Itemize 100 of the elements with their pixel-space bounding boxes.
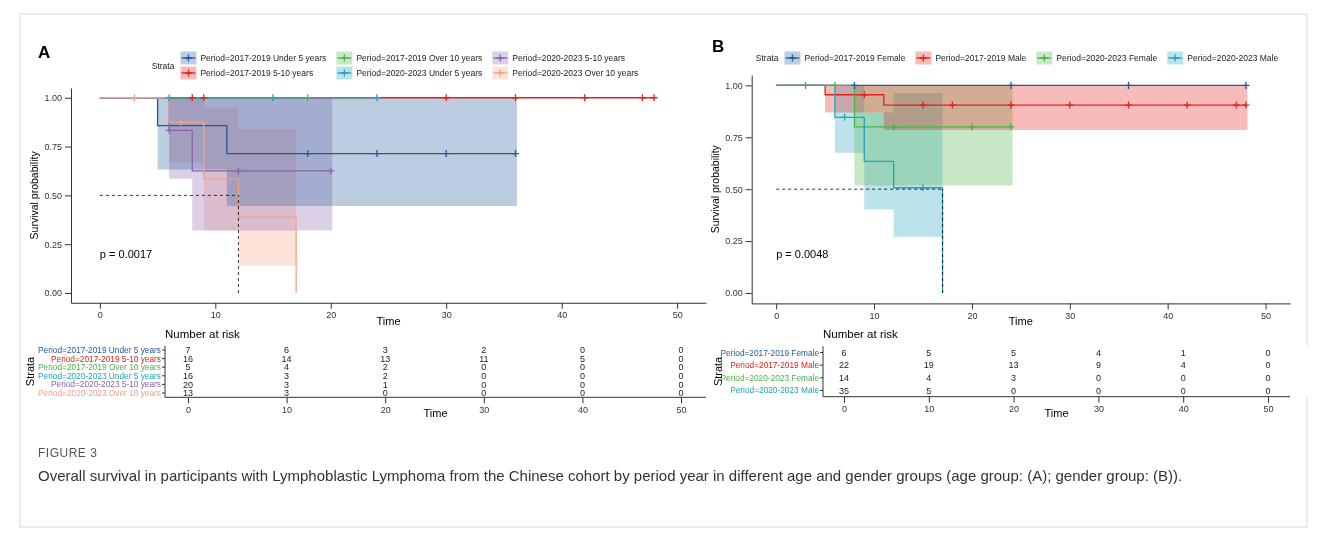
data-label: 13 bbox=[1008, 360, 1019, 371]
y-tick-label: 0.75 bbox=[725, 132, 743, 143]
legend-label: Period=2017-2019 Under 5 years bbox=[200, 53, 327, 63]
data-label: 0 bbox=[678, 371, 684, 381]
legend-label: Period=2020-2023 Under 5 years bbox=[356, 68, 483, 78]
x-tick-label: 40 bbox=[557, 310, 568, 321]
chart-title: B bbox=[712, 37, 725, 56]
x-tick-label: 30 bbox=[441, 310, 452, 321]
data-label: 4 bbox=[1180, 360, 1186, 371]
legend-label: Period=2020-2023 5-10 years bbox=[512, 53, 626, 63]
data-label: 0 bbox=[579, 362, 585, 373]
data-label: 0 bbox=[481, 362, 487, 373]
y-tick-label: Period=2017-2019 Female bbox=[720, 347, 820, 358]
x-tick-label: 40 bbox=[1163, 310, 1174, 321]
data-label: 11 bbox=[479, 353, 489, 364]
x-tick-label: 20 bbox=[967, 310, 978, 321]
data-label: 2 bbox=[382, 362, 388, 373]
x-tick-label: 10 bbox=[282, 404, 293, 415]
x-tick-label: 40 bbox=[1178, 404, 1189, 415]
y-tick-label: Period=2017-2019 Male bbox=[730, 360, 820, 371]
y-tick-label: Period=2017-2019 Under 5 years bbox=[38, 345, 161, 355]
data-label: 2 bbox=[481, 345, 487, 356]
legend-label: Period=2017-2019 Male bbox=[935, 53, 1027, 63]
legend-label: Period=2020-2023 Over 10 years bbox=[512, 68, 639, 78]
x-tick-label: 30 bbox=[479, 404, 490, 415]
x-tick-label: 40 bbox=[577, 404, 588, 415]
y-tick-label: 0.25 bbox=[44, 239, 62, 250]
data-label: 6 bbox=[841, 347, 847, 358]
y-axis-title: Survival probability bbox=[708, 144, 721, 234]
data-label: 3 bbox=[284, 388, 290, 399]
text: Overall survival in participants with Lymphoblastic Lymphoma from the Chinese cohort by period year in different age and gender groups (age group: (A); gender group: (B)). bbox=[38, 466, 1184, 486]
x-tick-label: 10 bbox=[869, 310, 880, 321]
data-label: 13 bbox=[380, 353, 391, 364]
data-label: 0 bbox=[1095, 372, 1101, 383]
data-label: 1 bbox=[1180, 347, 1186, 358]
x-tick-label: 20 bbox=[380, 404, 391, 415]
data-label: 0 bbox=[1265, 385, 1271, 396]
data-label: 14 bbox=[838, 372, 850, 383]
data-label: 20 bbox=[182, 379, 194, 390]
chart-title: Number at risk bbox=[165, 327, 241, 340]
data-label: 0 bbox=[1180, 385, 1186, 396]
x-tick-label: 50 bbox=[1263, 404, 1274, 415]
data-label: 0 bbox=[678, 345, 684, 356]
x-axis-title: Time bbox=[1044, 406, 1069, 419]
x-axis-title: Time bbox=[376, 314, 401, 327]
data-label: 22 bbox=[838, 360, 850, 371]
data-label: 5 bbox=[579, 353, 585, 364]
data-label: 0 bbox=[678, 362, 684, 373]
y-axis-title: Survival probability bbox=[28, 150, 40, 240]
data-label: 0 bbox=[1265, 360, 1271, 371]
y-tick-label: 0.75 bbox=[44, 141, 62, 152]
y-tick-label: 1.00 bbox=[725, 80, 743, 91]
data-label: 0 bbox=[481, 379, 487, 390]
x-tick-label: 10 bbox=[210, 310, 221, 321]
data-label: 0 bbox=[1011, 385, 1017, 396]
chart-title: Number at risk bbox=[823, 328, 899, 341]
data-label: 4 bbox=[926, 372, 932, 383]
data-label: 0 bbox=[678, 379, 684, 390]
y-tick-label: 0.50 bbox=[725, 184, 743, 195]
y-tick-label: 0.00 bbox=[725, 288, 743, 299]
data-label: 9 bbox=[1095, 360, 1101, 371]
legend-label: Period=2017-2019 5-10 years bbox=[200, 68, 314, 78]
legend-title: Strata bbox=[151, 60, 175, 71]
caption: FIGURE 3 bbox=[38, 446, 98, 460]
data-label: 0 bbox=[1265, 372, 1271, 383]
data-label: 0 bbox=[579, 379, 585, 390]
data-label: 35 bbox=[838, 385, 850, 396]
legend-title: Strata bbox=[755, 53, 779, 63]
data-label: 7 bbox=[185, 345, 191, 356]
data-label: 3 bbox=[284, 379, 290, 390]
data-label: 5 bbox=[926, 347, 932, 358]
x-tick-label: 30 bbox=[1093, 404, 1104, 415]
y-tick-label: 0.50 bbox=[44, 190, 62, 201]
data-label: 0 bbox=[382, 388, 388, 399]
data-label: 3 bbox=[284, 371, 290, 381]
x-tick-label: 10 bbox=[924, 404, 935, 415]
data-label: 16 bbox=[182, 371, 194, 381]
data-label: 0 bbox=[481, 388, 487, 399]
x-tick-label: 30 bbox=[1065, 310, 1076, 321]
y-axis-title: Strata bbox=[24, 355, 36, 387]
data-label: 0 bbox=[1265, 347, 1271, 358]
data-label: 0 bbox=[1180, 372, 1186, 383]
x-tick-label: 0 bbox=[841, 404, 848, 415]
data-label: 3 bbox=[382, 345, 388, 356]
y-tick-label: 0.00 bbox=[44, 288, 62, 299]
data-label: 6 bbox=[284, 345, 290, 356]
x-tick-label: 50 bbox=[672, 310, 683, 321]
data-label: 1 bbox=[382, 379, 388, 390]
data-label: 13 bbox=[182, 388, 194, 399]
legend-label: Period=2017-2019 Female bbox=[804, 53, 906, 63]
y-tick-label: 1.00 bbox=[44, 93, 62, 104]
x-axis-title: Time bbox=[1008, 315, 1033, 328]
x-axis-title: Time bbox=[423, 407, 448, 420]
y-tick-label: Period=2020-2023 Over 10 years bbox=[38, 388, 161, 398]
annotation: p = 0.0048 bbox=[776, 248, 829, 261]
x-tick-label: 50 bbox=[1261, 310, 1272, 321]
data-label: 0 bbox=[579, 371, 585, 381]
x-tick-label: 0 bbox=[774, 310, 780, 321]
data-label: 5 bbox=[926, 385, 932, 396]
legend-label: Period=2020-2023 Male bbox=[1187, 53, 1279, 63]
